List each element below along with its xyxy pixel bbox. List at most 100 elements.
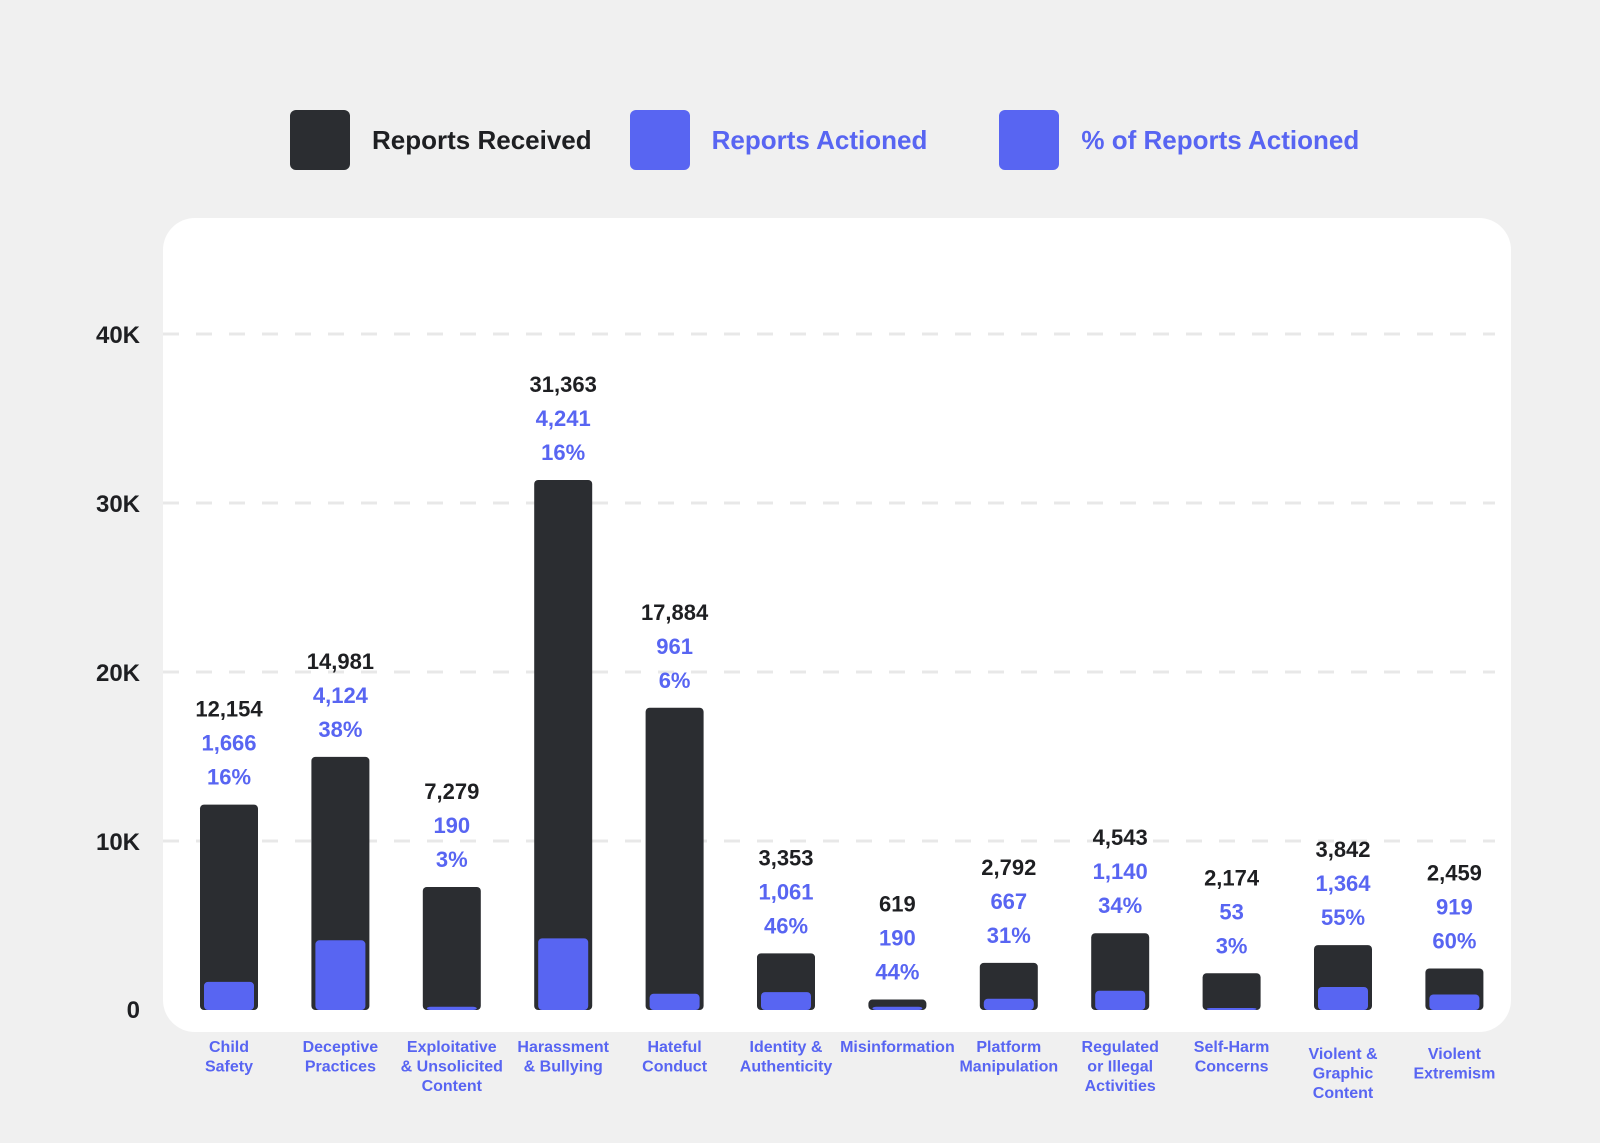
bar-reports-actioned xyxy=(872,1006,923,1010)
data-label-percent-actioned: 34% xyxy=(1098,893,1142,918)
data-label-percent-actioned: 16% xyxy=(207,765,251,790)
data-label-reports-received: 3,353 xyxy=(758,845,813,870)
x-axis: Child Safety Deceptive Practices Exploitativ… xyxy=(205,1039,1495,1102)
legend-swatch-percent-actioned xyxy=(999,110,1060,170)
data-label-reports-received: 7,279 xyxy=(424,779,479,804)
data-label-reports-actioned: 190 xyxy=(433,813,470,838)
y-tick-label: 40K xyxy=(96,322,141,349)
data-label-percent-actioned: 3% xyxy=(436,847,468,872)
chart-legend: Reports Received Reports Actioned % of R… xyxy=(290,110,1359,170)
data-label-reports-actioned: 53 xyxy=(1219,899,1243,924)
data-label-percent-actioned: 16% xyxy=(541,440,585,465)
data-label-reports-received: 17,884 xyxy=(641,600,709,625)
data-label-reports-actioned: 1,666 xyxy=(201,731,256,756)
x-tick-label: Conduct xyxy=(642,1059,708,1076)
y-tick-label: 30K xyxy=(96,491,141,518)
data-label-reports-actioned: 919 xyxy=(1436,894,1473,919)
y-axis: 0 10K 20K 30K 40K xyxy=(96,322,141,1024)
x-tick-label: Violent xyxy=(1428,1046,1482,1063)
data-label-reports-received: 4,543 xyxy=(1093,825,1148,850)
x-tick-label: Authenticity xyxy=(740,1059,833,1076)
bar-reports-received xyxy=(979,962,1038,1010)
legend-label-reports-received: Reports Received xyxy=(372,124,592,155)
bar-reports-actioned xyxy=(1095,990,1146,1010)
x-tick-label: Extremism xyxy=(1413,1066,1495,1083)
data-label-reports-received: 2,174 xyxy=(1204,865,1260,890)
x-tick-label: Activities xyxy=(1085,1078,1156,1095)
x-tick-label: Misinformation xyxy=(840,1039,955,1056)
gridlines xyxy=(163,332,1495,843)
bar-reports-actioned xyxy=(538,938,589,1010)
data-label-reports-received: 2,792 xyxy=(981,855,1036,880)
legend-swatch-reports-actioned xyxy=(629,110,690,170)
data-label-reports-actioned: 190 xyxy=(879,926,916,951)
x-tick-label: Concerns xyxy=(1195,1059,1269,1076)
bar-reports-received xyxy=(1202,973,1261,1010)
data-label-percent-actioned: 3% xyxy=(1216,933,1248,958)
y-tick-label: 0 xyxy=(127,997,140,1024)
legend-item-reports-received: Reports Received xyxy=(290,110,592,170)
legend-label-percent-actioned: % of Reports Actioned xyxy=(1081,124,1360,155)
bar-reports-actioned xyxy=(315,940,366,1010)
x-tick-label: Platform xyxy=(976,1039,1041,1056)
bar-reports-received xyxy=(422,886,481,1010)
x-tick-label: Content xyxy=(422,1078,483,1095)
data-label-percent-actioned: 46% xyxy=(764,913,808,938)
data-label-reports-received: 2,459 xyxy=(1427,860,1482,885)
plot-area-card xyxy=(163,218,1511,1032)
bar-reports-actioned xyxy=(1318,986,1368,1010)
bar-reports-actioned xyxy=(649,993,700,1010)
bar-reports-received xyxy=(534,479,593,1010)
data-label-percent-actioned: 60% xyxy=(1432,928,1476,953)
data-label-reports-received: 3,842 xyxy=(1315,837,1370,862)
bar-reports-actioned xyxy=(204,981,254,1010)
x-tick-label: Graphic xyxy=(1313,1066,1374,1083)
data-label-reports-received: 619 xyxy=(879,892,916,917)
bar-reports-actioned xyxy=(983,998,1034,1010)
x-tick-label: Identity & xyxy=(750,1039,823,1056)
x-tick-label: & Bullying xyxy=(524,1059,603,1076)
data-label-reports-received: 31,363 xyxy=(530,372,597,397)
bar-reports-actioned xyxy=(1429,994,1480,1010)
legend-label-reports-actioned: Reports Actioned xyxy=(711,124,928,155)
bars xyxy=(200,479,1484,1010)
x-tick-label: Harassment xyxy=(517,1039,609,1056)
bar-reports-received xyxy=(645,707,704,1010)
bar-reports-actioned xyxy=(426,1006,477,1010)
x-tick-label: Exploitative xyxy=(407,1039,497,1056)
x-tick-label: Safety xyxy=(205,1059,253,1076)
legend-swatch-reports-received xyxy=(290,110,350,170)
x-tick-label: or Illegal xyxy=(1087,1059,1153,1076)
y-tick-label: 10K xyxy=(96,829,141,856)
data-label-percent-actioned: 44% xyxy=(875,960,919,985)
data-label-reports-actioned: 4,241 xyxy=(536,406,591,431)
x-tick-label: & Unsolicited xyxy=(401,1059,503,1076)
data-label-reports-actioned: 667 xyxy=(990,889,1027,914)
data-label-reports-actioned: 1,140 xyxy=(1093,859,1148,884)
data-labels: 16% 1,666 12,154 38% 4,124 14,981 3% 190 7,279 16… xyxy=(195,372,1482,985)
x-tick-label: Self-Harm xyxy=(1194,1039,1270,1056)
data-label-percent-actioned: 55% xyxy=(1321,905,1365,930)
data-label-reports-actioned: 4,124 xyxy=(313,683,369,708)
data-label-percent-actioned: 6% xyxy=(659,668,691,693)
legend-item-percent-actioned: % of Reports Actioned xyxy=(999,110,1359,170)
bar-reports-actioned xyxy=(761,992,811,1010)
data-label-reports-actioned: 961 xyxy=(656,634,693,659)
data-label-reports-actioned: 1,364 xyxy=(1315,871,1371,896)
data-label-reports-actioned: 1,061 xyxy=(758,879,813,904)
bar-reports-received xyxy=(200,804,258,1010)
x-tick-label: Child xyxy=(209,1039,249,1056)
data-label-percent-actioned: 38% xyxy=(318,717,362,742)
x-tick-label: Violent & xyxy=(1308,1046,1377,1063)
x-tick-label: Hateful xyxy=(647,1039,701,1056)
data-label-reports-received: 14,981 xyxy=(307,649,374,674)
x-tick-label: Regulated xyxy=(1082,1039,1159,1056)
x-tick-label: Deceptive xyxy=(303,1039,379,1056)
bar-reports-actioned xyxy=(1206,1008,1257,1010)
x-tick-label: Practices xyxy=(305,1059,376,1076)
legend-item-reports-actioned: Reports Actioned xyxy=(629,110,928,170)
x-tick-label: Manipulation xyxy=(959,1059,1058,1076)
data-label-reports-received: 12,154 xyxy=(195,697,263,722)
